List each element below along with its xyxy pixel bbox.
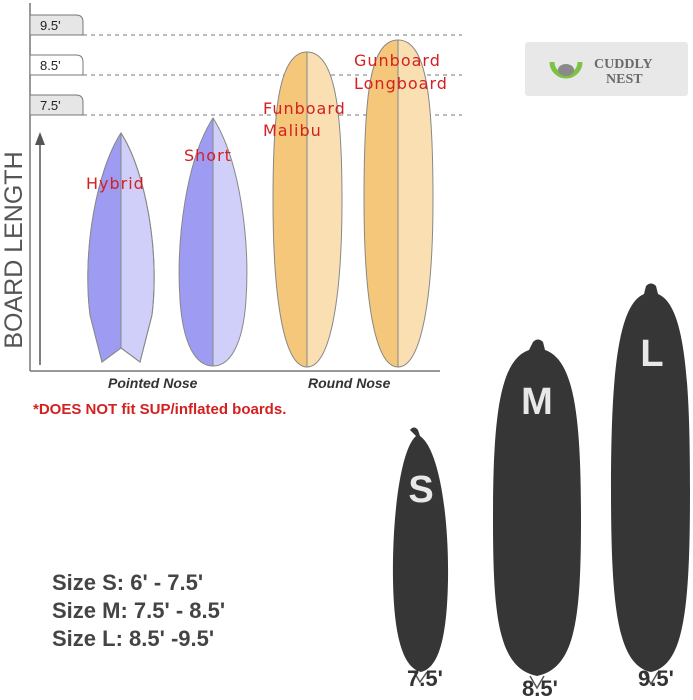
up-arrow-icon (35, 132, 45, 365)
label-short: Short (184, 146, 232, 165)
group-round-nose: Round Nose (308, 375, 391, 391)
length-tab-9-5: 9.5' (29, 14, 84, 36)
size-s-range: Size S: 6' - 7.5' (52, 570, 203, 595)
label-gunboard: Gunboard (354, 51, 441, 70)
bag-m-length: 8.5' (522, 676, 558, 700)
svg-text:9.5': 9.5' (40, 18, 61, 33)
bag-s: S (392, 427, 449, 684)
board-funboard (272, 51, 343, 368)
size-m-range: Size M: 7.5' - 8.5' (52, 598, 225, 623)
board-short (178, 117, 248, 367)
bag-s-length: 7.5' (407, 666, 443, 691)
logo: CUDDLY NEST (525, 42, 688, 96)
bag-m: M (493, 339, 581, 690)
axis-label: BOARD LENGTH (0, 151, 28, 348)
svg-text:NEST: NEST (606, 72, 643, 87)
notice-text: *DOES NOT fit SUP/inflated boards. (33, 401, 286, 418)
group-pointed-nose: Pointed Nose (108, 375, 198, 391)
label-malibu: Malibu (263, 121, 322, 140)
length-tab-8-5: 8.5' (29, 54, 84, 76)
svg-text:8.5': 8.5' (40, 58, 61, 73)
size-l-range: Size L: 8.5' -9.5' (52, 626, 214, 651)
label-funboard: Funboard (263, 99, 346, 118)
svg-text:S: S (408, 469, 433, 511)
board-longboard (363, 39, 434, 368)
svg-text:M: M (521, 381, 553, 423)
svg-text:7.5': 7.5' (40, 98, 61, 113)
label-longboard: Longboard (354, 74, 448, 93)
svg-text:CUDDLY: CUDDLY (594, 57, 653, 72)
svg-text:L: L (640, 333, 663, 375)
length-tab-7-5: 7.5' (29, 94, 84, 116)
board-hybrid (87, 132, 155, 363)
bag-l: L (611, 283, 690, 686)
label-hybrid: Hybrid (86, 174, 145, 193)
bag-l-length: 9.5' (638, 666, 674, 691)
